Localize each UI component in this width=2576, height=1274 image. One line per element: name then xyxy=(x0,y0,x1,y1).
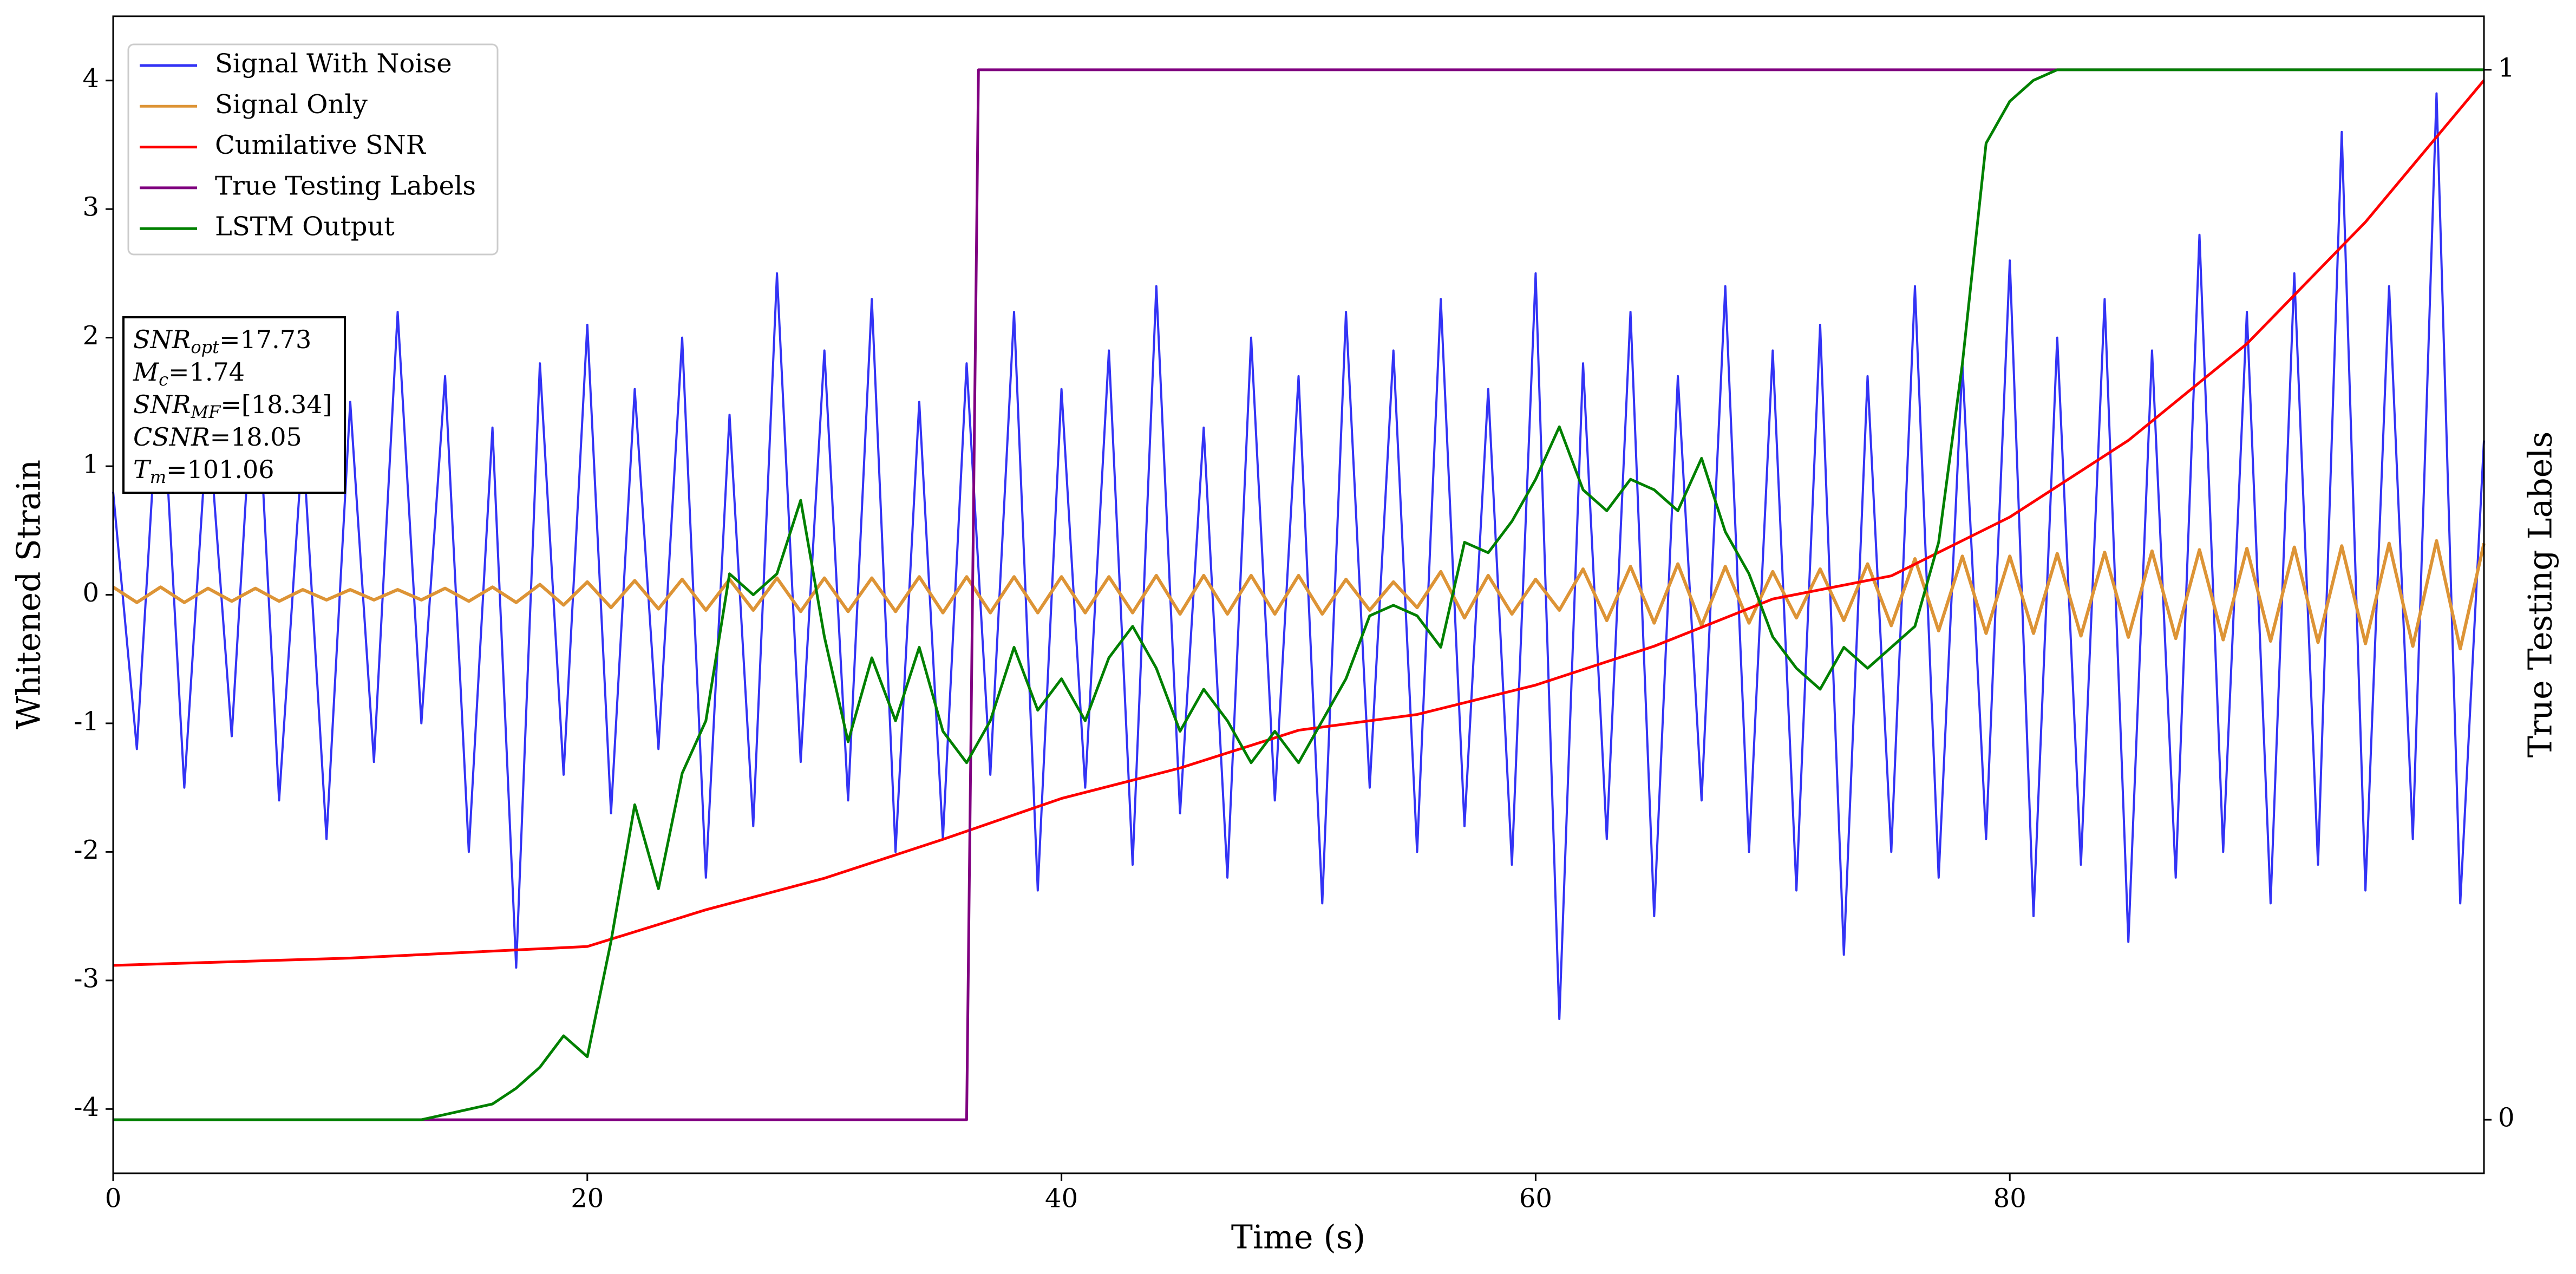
series-line xyxy=(113,68,2484,1121)
y-tick-label: 0 xyxy=(82,578,99,608)
y2-tick-label: 1 xyxy=(2498,53,2515,83)
y-axis-label: Whitened Strain xyxy=(10,460,48,729)
annotation-line: SNRMF=[18.34] xyxy=(133,390,332,422)
annotation-line: Mc=1.74 xyxy=(133,357,245,390)
annotation-rest: =[18.34] xyxy=(220,390,332,419)
annotation-box xyxy=(122,316,346,494)
annotation-main: SNR xyxy=(133,325,191,354)
series-line xyxy=(112,92,2485,1021)
y-tick-label: -1 xyxy=(74,706,99,736)
annotation-rest: =101.06 xyxy=(166,455,274,484)
annotation-main: CSNR xyxy=(133,422,210,452)
legend-label: Signal Only xyxy=(215,89,368,120)
annotation: SNRopt=17.73Mc=1.74SNRMF=[18.34]CSNR=18.… xyxy=(122,316,346,494)
annotation-sub: opt xyxy=(191,337,219,357)
series-line xyxy=(112,539,2486,651)
y-tick-label: 1 xyxy=(82,449,99,480)
annotation-rest: =1.74 xyxy=(168,357,245,387)
annotation-line: Tm=101.06 xyxy=(133,455,274,487)
annotation-main: SNR xyxy=(133,390,191,419)
annotation-sub: c xyxy=(159,369,168,390)
annotation-main: M xyxy=(133,357,160,387)
x-axis-label: Time (s) xyxy=(1231,1219,1365,1257)
x-tick-label: 20 xyxy=(571,1184,604,1214)
annotation-main: T xyxy=(133,455,152,484)
annotation-line: CSNR=18.05 xyxy=(133,422,302,452)
annotation-rest: =18.05 xyxy=(210,422,302,452)
series-line xyxy=(113,68,2484,1121)
y-tick-label: -3 xyxy=(74,963,99,994)
annotation-rest: =17.73 xyxy=(219,325,311,354)
legend-label: Signal With Noise xyxy=(215,49,452,79)
y2-axis-label: True Testing Labels xyxy=(2522,432,2560,758)
annotation-sub: MF xyxy=(190,402,221,422)
x-tick-label: 80 xyxy=(1993,1184,2026,1214)
legend-label: True Testing Labels xyxy=(215,171,476,201)
plot-area xyxy=(112,68,2486,1121)
legend-label: Cumilative SNR xyxy=(215,130,427,160)
y-tick-label: 4 xyxy=(82,63,99,94)
annotation-line: SNRopt=17.73 xyxy=(133,325,311,357)
legend: Signal With Noise Signal Only Cumilative S… xyxy=(127,43,499,256)
annotation-sub: m xyxy=(150,467,166,487)
y-tick-label: 3 xyxy=(82,192,99,223)
legend-label: LSTM Output xyxy=(215,212,395,242)
y-tick-label: -4 xyxy=(74,1092,99,1122)
y2-tick-label: 0 xyxy=(2498,1103,2515,1133)
x-tick-label: 60 xyxy=(1519,1184,1552,1214)
x-tick-label: 40 xyxy=(1045,1184,1078,1214)
x-tick-label: 0 xyxy=(105,1184,122,1214)
y-tick-label: -2 xyxy=(74,835,99,865)
legend-box xyxy=(127,43,499,256)
y-tick-label: 2 xyxy=(82,321,99,351)
series-line xyxy=(113,79,2485,967)
